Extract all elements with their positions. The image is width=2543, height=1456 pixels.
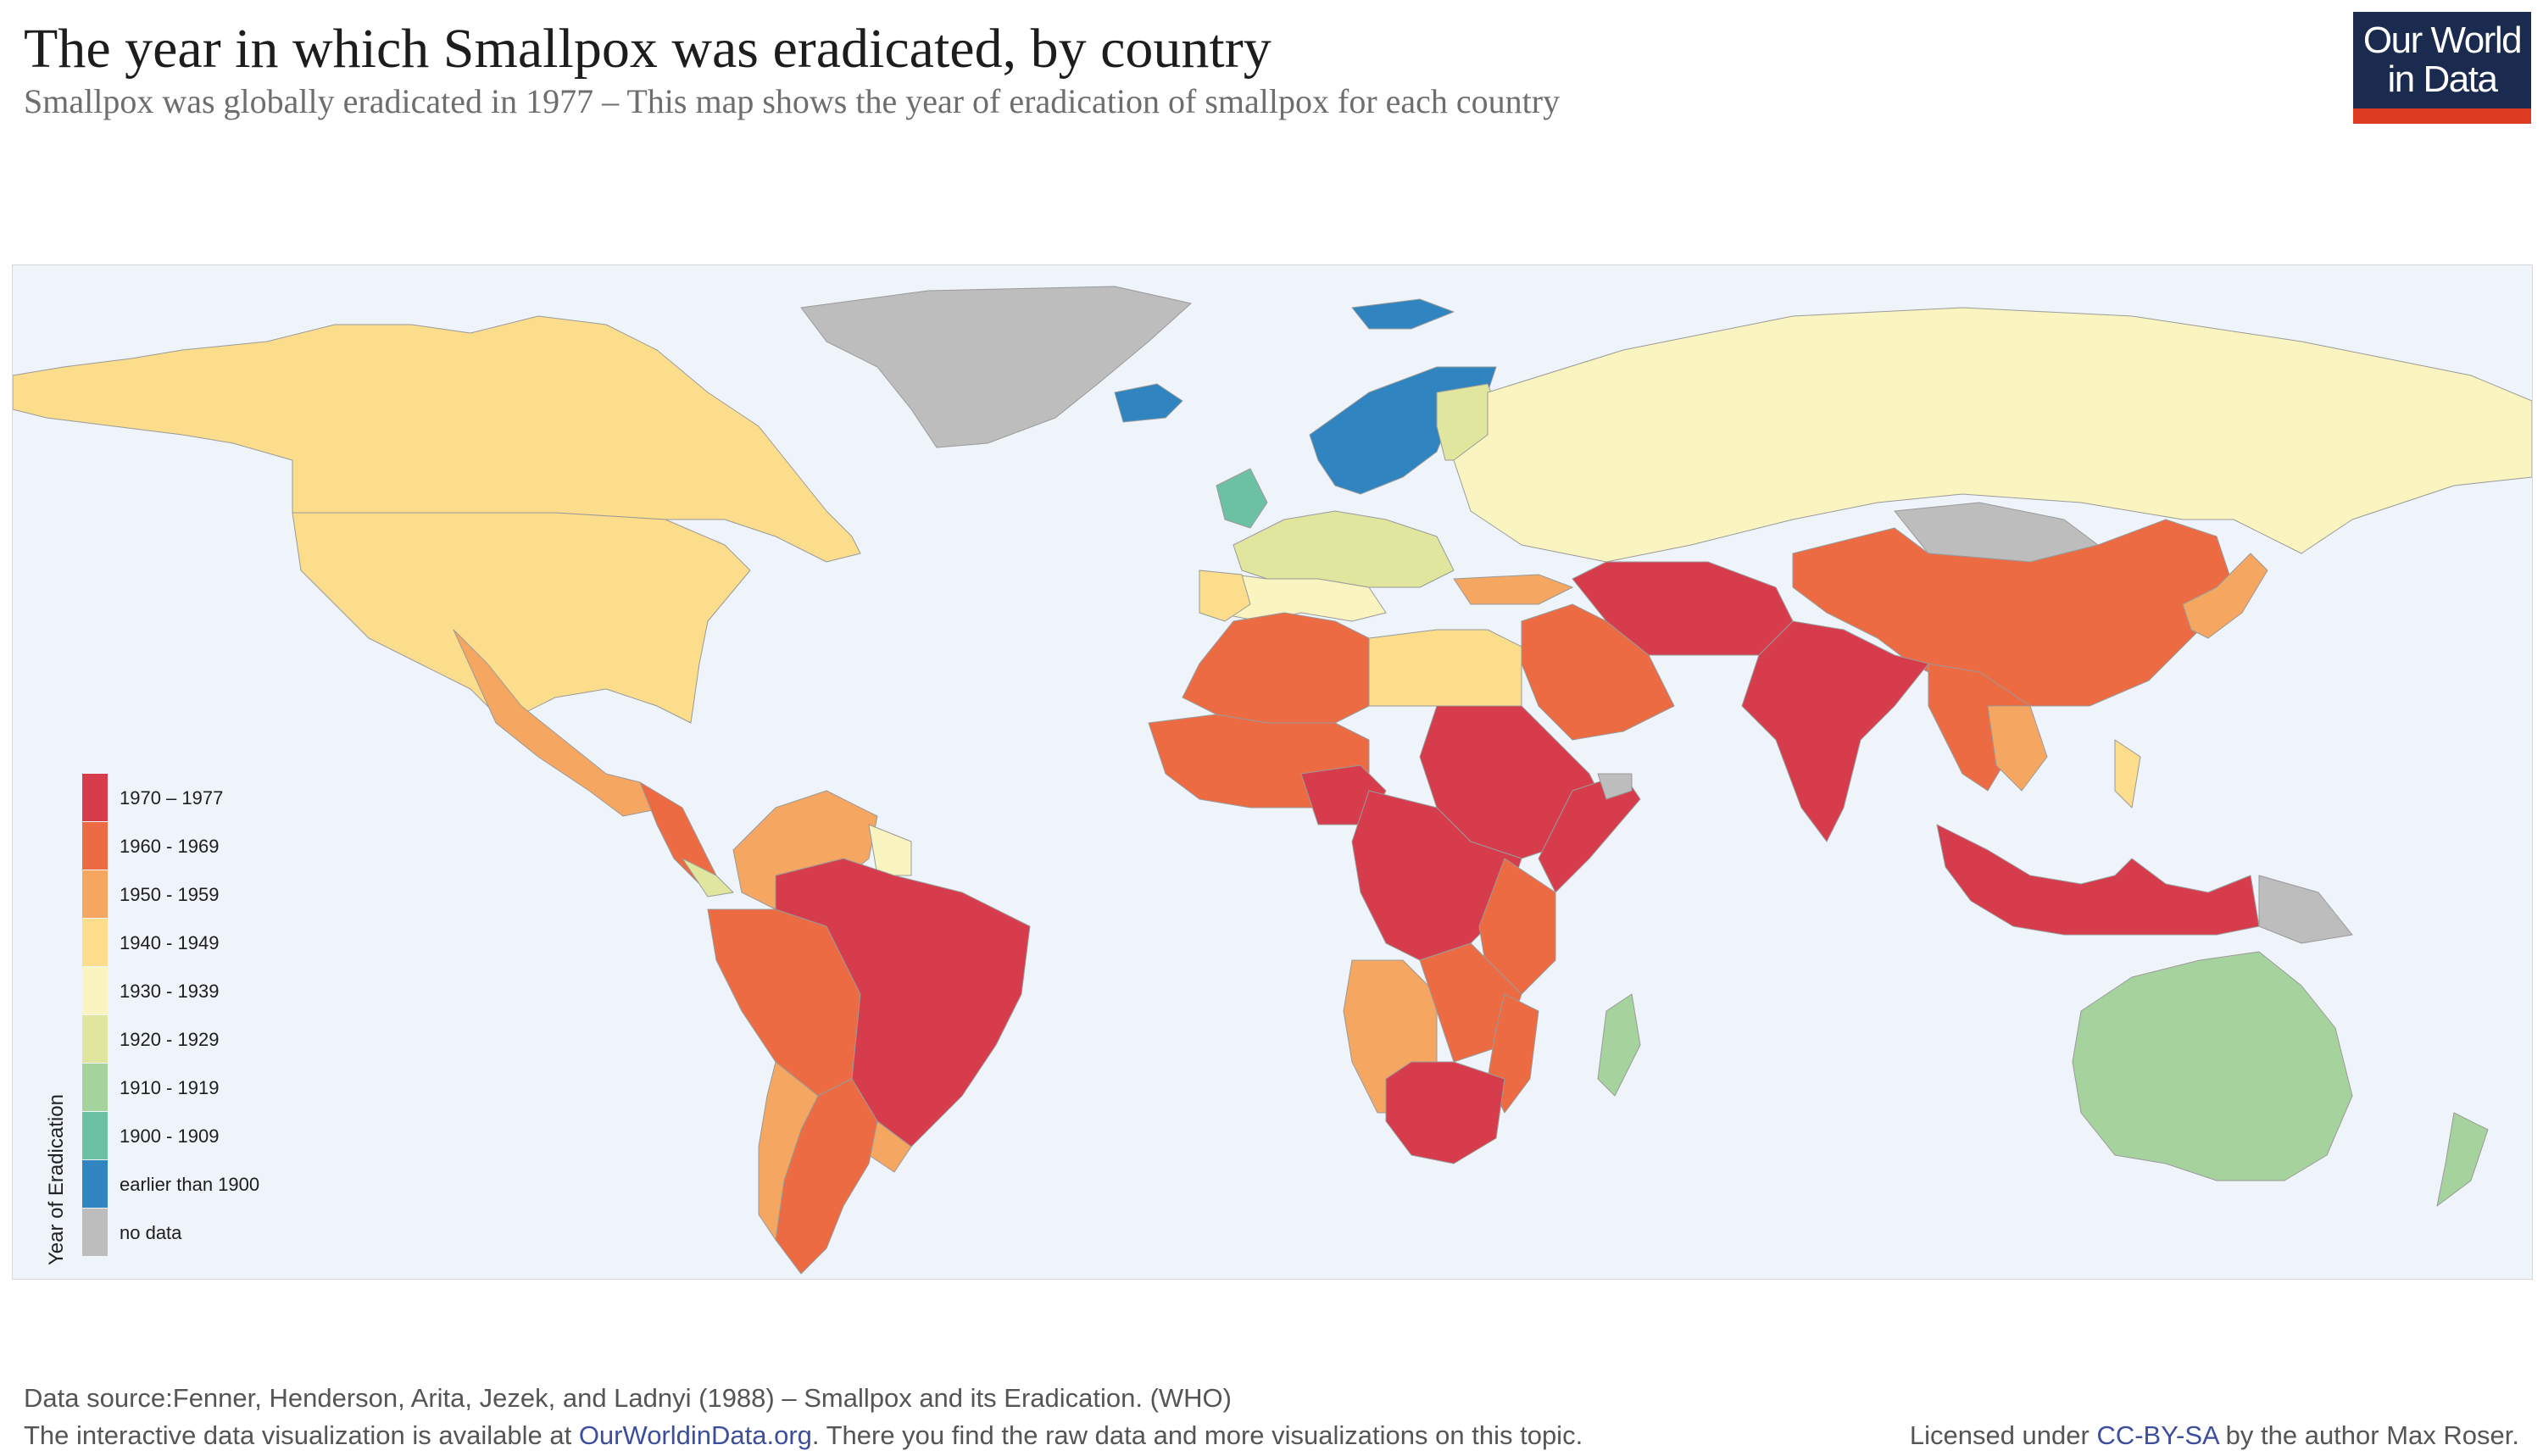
legend-item[interactable]: earlier than 1900 xyxy=(82,1160,320,1208)
region-png xyxy=(2258,875,2353,944)
legend-item[interactable]: 1900 - 1909 xyxy=(82,1112,320,1159)
region-philippines xyxy=(2114,739,2141,809)
region-iberia xyxy=(1199,570,1251,622)
legend-label: 1950 - 1959 xyxy=(120,884,220,905)
legend-label: 1920 - 1929 xyxy=(120,1029,220,1050)
legend-swatch xyxy=(82,919,108,966)
region-turkey xyxy=(1453,574,1573,605)
owid-logo[interactable]: Our World in Data xyxy=(2353,12,2531,124)
region-guianas xyxy=(868,824,912,876)
region-libya-egypt xyxy=(1368,629,1522,707)
region-north-africa-west xyxy=(1182,612,1370,724)
region-brazil xyxy=(775,858,1031,1148)
legend-swatch xyxy=(82,1064,108,1111)
map-legend: Year of Eradication 1970 – 1977 1960 - 19… xyxy=(42,774,313,1265)
legend-label: 1900 - 1909 xyxy=(120,1125,220,1147)
availability-suffix: . There you find the raw data and more v… xyxy=(811,1420,1583,1450)
legend-item[interactable]: 1930 - 1939 xyxy=(82,967,320,1014)
region-horn-no-data xyxy=(1597,773,1633,800)
legend-swatch xyxy=(82,1209,108,1256)
legend-label: earlier than 1900 xyxy=(120,1174,260,1195)
world-map-svg xyxy=(13,286,2532,1275)
legend-swatch xyxy=(82,1015,108,1063)
legend-item[interactable]: no data xyxy=(82,1209,320,1256)
region-indochina xyxy=(1987,705,2048,792)
logo-line-2: in Data xyxy=(2387,58,2498,100)
region-japan-korea xyxy=(2182,553,2268,639)
region-uk-ireland xyxy=(1216,468,1268,529)
region-iceland xyxy=(1114,383,1183,423)
legend-swatch xyxy=(82,870,108,918)
logo-accent-bar xyxy=(2353,108,2531,124)
region-svalbard xyxy=(1351,298,1455,330)
region-indonesia xyxy=(1936,824,2260,936)
availability-prefix: The interactive data visualization is av… xyxy=(24,1420,579,1450)
region-southern-europe xyxy=(1199,570,1387,622)
legend-item[interactable]: 1920 - 1929 xyxy=(82,1015,320,1063)
region-greenland xyxy=(800,286,1192,448)
region-china xyxy=(1792,519,2234,707)
region-middle-east xyxy=(1521,603,1675,741)
data-source-note: Data source:Fenner, Henderson, Arita, Je… xyxy=(24,1383,1232,1413)
legend-label: no data xyxy=(120,1222,182,1243)
region-south-africa xyxy=(1385,1061,1505,1164)
legend-swatch xyxy=(82,1112,108,1159)
legend-title: Year of Eradication xyxy=(45,1094,68,1265)
legend-swatch xyxy=(82,1160,108,1208)
chart-subtitle: Smallpox was globally eradicated in 1977… xyxy=(24,82,1561,120)
region-central-america xyxy=(639,781,717,885)
license-suffix: by the author Max Roser. xyxy=(2218,1420,2519,1450)
license-link[interactable]: CC-BY-SA xyxy=(2096,1420,2219,1450)
region-usa xyxy=(292,512,751,724)
legend-item[interactable]: 1910 - 1919 xyxy=(82,1064,320,1111)
legend-label: 1940 - 1949 xyxy=(120,932,220,953)
legend-label: 1960 - 1969 xyxy=(120,836,220,857)
region-western-europe xyxy=(1233,510,1455,588)
legend-item[interactable]: 1970 – 1977 xyxy=(82,774,320,821)
legend-label: 1910 - 1919 xyxy=(120,1077,220,1098)
region-australia xyxy=(2072,951,2353,1181)
legend-swatch xyxy=(82,822,108,870)
legend-item[interactable]: 1940 - 1949 xyxy=(82,919,320,966)
legend-label: 1970 – 1977 xyxy=(120,787,224,809)
legend-item[interactable]: 1960 - 1969 xyxy=(82,822,320,870)
legend-swatch xyxy=(82,967,108,1014)
region-panama xyxy=(682,858,734,897)
owid-link[interactable]: OurWorldinData.org xyxy=(578,1420,812,1450)
chart-title: The year in which Smallpox was eradicate… xyxy=(24,18,1272,80)
legend-label: 1930 - 1939 xyxy=(120,981,220,1002)
region-india xyxy=(1741,620,1929,842)
license-note: Licensed under CC-BY-SA by the author Ma… xyxy=(1910,1420,2519,1451)
region-new-zealand xyxy=(2436,1112,2489,1207)
world-map[interactable]: Year of Eradication 1970 – 1977 1960 - 19… xyxy=(12,264,2533,1280)
legend-item[interactable]: 1950 - 1959 xyxy=(82,870,320,918)
license-prefix: Licensed under xyxy=(1909,1420,2097,1450)
legend-swatch xyxy=(82,774,108,821)
region-chile xyxy=(758,1061,819,1241)
region-madagascar xyxy=(1597,993,1641,1097)
region-canada xyxy=(13,315,861,563)
logo-line-1: Our World xyxy=(2362,19,2523,61)
availability-note: The interactive data visualization is av… xyxy=(24,1420,1583,1451)
region-russia xyxy=(1453,307,2532,563)
